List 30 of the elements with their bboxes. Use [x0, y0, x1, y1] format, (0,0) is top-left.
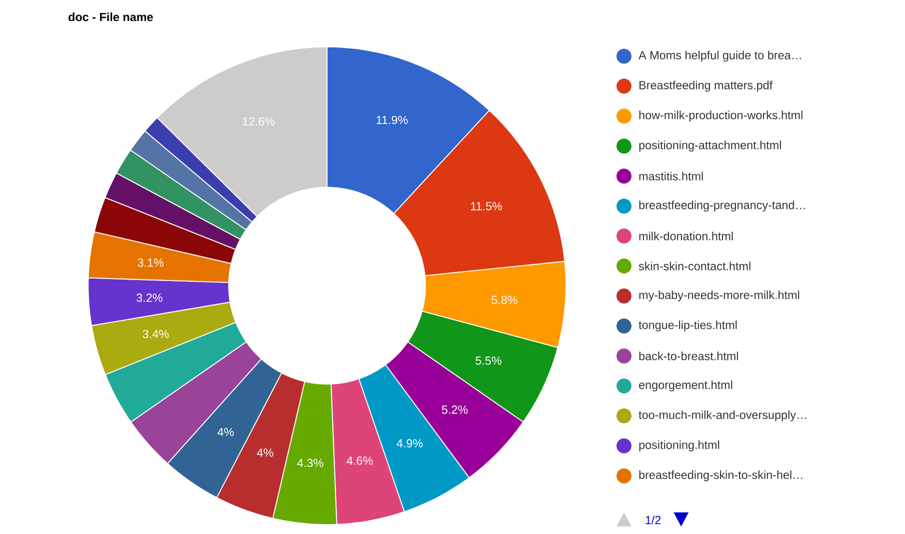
legend-label: Breastfeeding matters.pdf	[639, 80, 773, 92]
legend-label: positioning.html	[639, 440, 720, 452]
data-label: 11.9%	[376, 116, 408, 124]
legend-label: too-much-milk-and-oversupply…	[638, 410, 806, 422]
text: 1/2	[646, 516, 661, 524]
legend-label: my-baby-needs-more-milk.html	[639, 290, 800, 302]
data-label: 5.8%	[492, 296, 518, 304]
data-label: 11.5%	[471, 202, 502, 210]
data-label: 4.3%	[297, 458, 324, 468]
data-label: 5.5%	[476, 356, 502, 365]
data-label: 4.9%	[396, 439, 423, 448]
chart-title: doc - File name	[68, 12, 153, 22]
legend-label: how-milk-production-works.html	[639, 110, 802, 122]
data-label: 4.6%	[346, 456, 373, 465]
data-label: 4%	[218, 428, 234, 436]
legend-label: positioning-attachment.html	[639, 140, 781, 152]
legend-label: A Moms helpful guide to brea…	[638, 50, 801, 62]
data-label: 3.1%	[138, 258, 164, 267]
legend-label: milk-donation.html	[639, 232, 733, 240]
data-label: 5.2%	[442, 406, 468, 414]
legend-label: back-to-breast.html	[639, 352, 738, 360]
data-label: 3.4%	[142, 330, 169, 338]
legend-label: mastitis.html	[639, 172, 703, 180]
legend-label: breastfeeding-skin-to-skin-hel…	[639, 470, 802, 482]
data-label: 3.2%	[136, 294, 162, 302]
legend-label: skin-skin-contact.html	[638, 262, 750, 270]
legend-label: engorgement.html	[639, 380, 732, 392]
legend-label: tongue-lip-ties.html	[638, 320, 737, 332]
legend-label: breastfeeding-pregnancy-tand…	[639, 200, 805, 212]
data-label: 4%	[257, 448, 274, 457]
